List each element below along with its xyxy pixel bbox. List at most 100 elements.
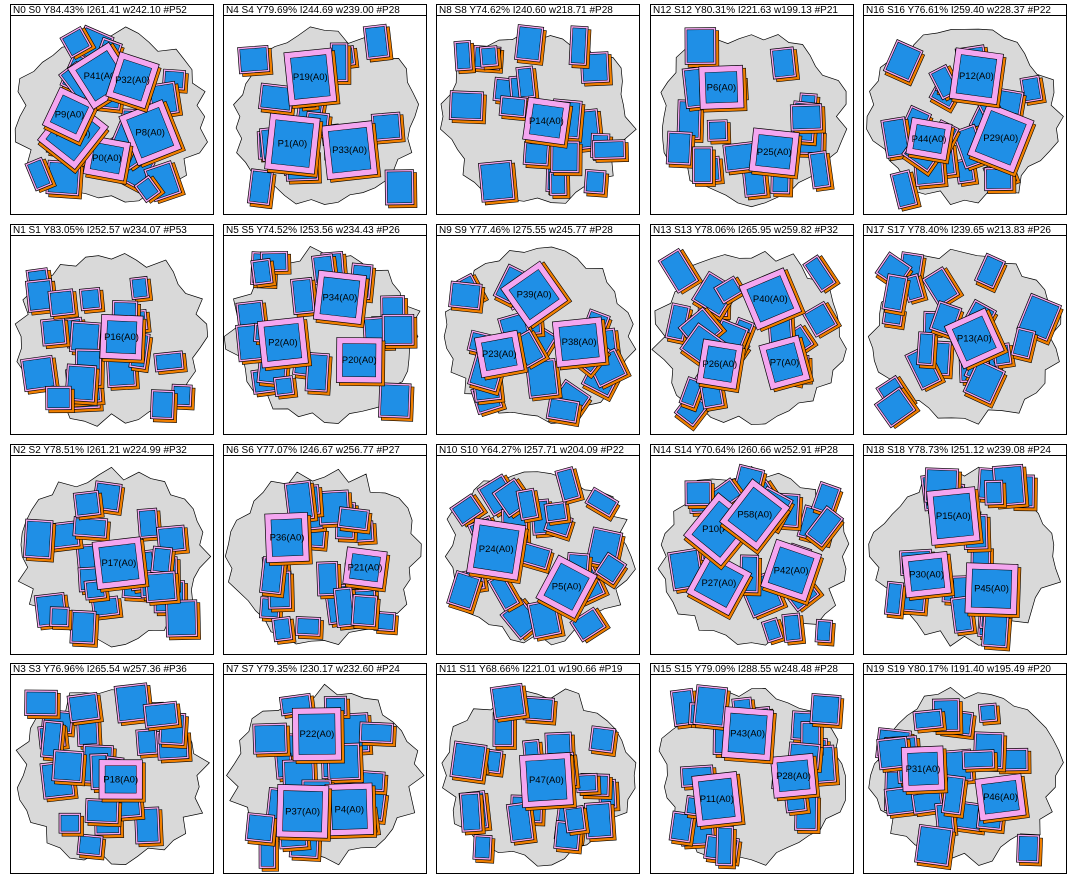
piece-label: P9(A0) bbox=[55, 110, 85, 121]
piece-body bbox=[75, 492, 100, 516]
piece-body bbox=[565, 807, 585, 831]
piece bbox=[66, 691, 104, 726]
piece bbox=[500, 260, 573, 330]
piece-label: P22(A0) bbox=[299, 729, 334, 740]
piece bbox=[69, 609, 100, 648]
piece-body bbox=[681, 378, 702, 406]
piece bbox=[129, 275, 154, 303]
piece bbox=[900, 745, 949, 795]
piece bbox=[584, 486, 621, 522]
panel-header: N9 S9 Y77.46% I275.55 w245.77 #P28 bbox=[439, 225, 613, 236]
piece-body bbox=[914, 710, 942, 729]
piece-body bbox=[450, 282, 481, 309]
piece-body bbox=[883, 275, 906, 311]
piece bbox=[973, 252, 1008, 294]
piece-body bbox=[577, 775, 597, 791]
piece-body bbox=[270, 518, 304, 557]
piece bbox=[807, 150, 835, 192]
piece-body bbox=[924, 269, 958, 305]
piece bbox=[350, 593, 381, 631]
piece bbox=[964, 562, 1022, 619]
piece-body bbox=[908, 557, 946, 592]
piece bbox=[912, 708, 947, 734]
piece-body bbox=[22, 357, 55, 390]
piece bbox=[275, 784, 333, 842]
panel: N13 S13 Y78.06% I265.95 w259.82 #P32 P7(A… bbox=[650, 224, 854, 435]
piece-label: P25(A0) bbox=[757, 147, 792, 158]
piece bbox=[721, 706, 777, 765]
piece bbox=[58, 812, 84, 837]
piece bbox=[516, 540, 555, 574]
panel-header: N7 S7 Y79.35% I230.17 w232.60 #P24 bbox=[226, 664, 400, 675]
piece-body bbox=[932, 492, 974, 540]
piece-body bbox=[518, 490, 537, 519]
panel: N6 S6 Y77.07% I246.67 w256.77 #P27 P21(A0… bbox=[223, 444, 427, 655]
piece-body bbox=[49, 290, 74, 315]
piece-label: P30(A0) bbox=[909, 570, 944, 581]
piece bbox=[760, 538, 824, 606]
piece-label: P19(A0) bbox=[293, 72, 328, 83]
piece-body bbox=[525, 758, 568, 802]
piece-body bbox=[783, 614, 801, 641]
panel: N17 S17 Y78.40% I239.65 w213.83 #P26 P13(… bbox=[863, 224, 1067, 435]
piece bbox=[522, 695, 558, 726]
piece-body bbox=[26, 691, 56, 715]
piece bbox=[804, 505, 845, 552]
piece-body bbox=[492, 685, 525, 718]
piece bbox=[252, 722, 291, 758]
piece bbox=[165, 599, 201, 641]
piece-body bbox=[746, 275, 795, 323]
piece bbox=[291, 707, 345, 765]
piece-body bbox=[254, 724, 286, 753]
piece-body bbox=[974, 110, 1027, 166]
piece-label: P58(A0) bbox=[737, 510, 772, 521]
piece-body bbox=[74, 518, 106, 537]
piece-label: P31(A0) bbox=[906, 764, 941, 775]
piece-body bbox=[71, 322, 100, 352]
panel: N10 S10 Y64.27% I257.71 w204.09 #P22 P5(A… bbox=[436, 444, 640, 655]
piece-label: P20(A0) bbox=[342, 355, 377, 366]
piece bbox=[257, 316, 313, 372]
piece-label: P34(A0) bbox=[322, 292, 357, 303]
panel: N1 S1 Y83.05% I252.57 w234.07 #P53 P16(A0… bbox=[10, 224, 214, 435]
piece-body bbox=[481, 336, 518, 372]
piece bbox=[691, 771, 746, 830]
piece bbox=[20, 354, 61, 395]
piece-body bbox=[290, 54, 331, 100]
piece bbox=[522, 140, 553, 170]
piece-label: P44(A0) bbox=[912, 134, 947, 145]
piece bbox=[24, 689, 61, 720]
panel-header: N11 S11 Y68.66% I221.01 w190.66 #P19 bbox=[439, 664, 623, 675]
piece-body bbox=[275, 377, 293, 395]
piece bbox=[449, 493, 489, 528]
panel-header: N14 S14 Y70.64% I260.66 w252.91 #P28 bbox=[653, 445, 838, 456]
piece bbox=[983, 479, 1007, 509]
piece-label: P46(A0) bbox=[983, 792, 1018, 803]
piece bbox=[45, 385, 75, 414]
piece bbox=[760, 617, 788, 646]
piece-body bbox=[546, 733, 571, 754]
piece bbox=[358, 721, 397, 748]
piece bbox=[324, 782, 378, 840]
piece-body bbox=[804, 303, 836, 335]
piece bbox=[153, 350, 188, 375]
piece bbox=[133, 174, 166, 204]
piece bbox=[446, 570, 484, 615]
piece-body bbox=[708, 121, 727, 140]
piece bbox=[259, 556, 288, 599]
panel-header: N3 S3 Y76.96% I265.54 w257.36 #P36 bbox=[13, 664, 187, 675]
piece-body bbox=[104, 765, 137, 794]
piece-body bbox=[963, 751, 993, 768]
piece-label: P29(A0) bbox=[983, 133, 1018, 144]
piece bbox=[657, 247, 704, 295]
panel-header: N6 S6 Y77.07% I246.67 w256.77 #P27 bbox=[226, 445, 400, 456]
piece bbox=[283, 47, 341, 110]
piece-body bbox=[572, 609, 604, 640]
piece bbox=[781, 612, 807, 646]
piece-body bbox=[694, 686, 726, 726]
piece-body bbox=[473, 524, 520, 574]
piece bbox=[473, 329, 529, 381]
piece bbox=[684, 480, 715, 510]
piece-label: P40(A0) bbox=[753, 294, 788, 305]
piece-body bbox=[943, 776, 964, 814]
